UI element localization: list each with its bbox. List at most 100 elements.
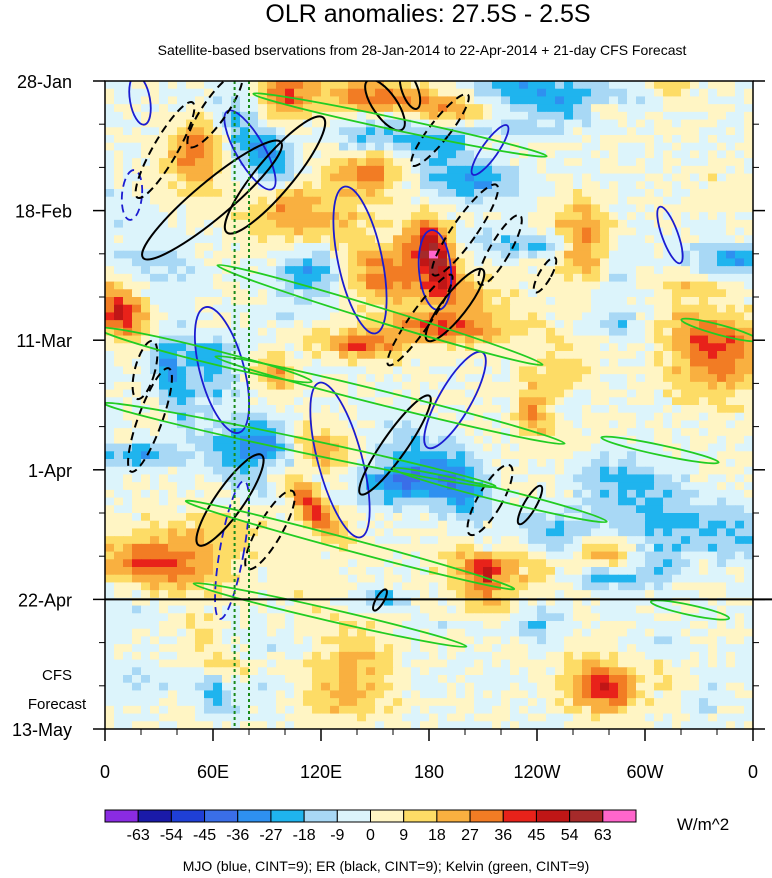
anomaly-cell [366,605,376,614]
anomaly-cell [339,135,349,144]
anomaly-cell [501,559,511,568]
anomaly-cell [600,335,610,344]
anomaly-cell [465,435,475,445]
anomaly-cell [528,127,538,136]
anomaly-cell [600,219,610,229]
anomaly-cell [528,204,538,213]
anomaly-cell [249,528,259,537]
anomaly-cell [150,482,160,491]
anomaly-cell [474,273,484,283]
anomaly-cell [204,351,214,360]
anomaly-cell [573,351,583,360]
anomaly-cell [384,381,394,391]
anomaly-cell [303,135,313,144]
anomaly-cell [528,543,538,553]
anomaly-cell [618,351,628,360]
anomaly-cell [699,605,709,614]
anomaly-cell [582,281,592,290]
anomaly-cell [519,474,529,483]
anomaly-cell [591,158,601,167]
anomaly-cell [528,219,538,229]
anomaly-cell [465,81,475,90]
anomaly-cell [231,389,241,398]
anomaly-cell [123,135,133,144]
anomaly-cell [744,405,753,414]
anomaly-cell [114,227,124,236]
anomaly-cell [429,543,439,553]
anomaly-cell [465,451,475,460]
anomaly-cell [186,111,196,121]
anomaly-cell [546,505,556,514]
anomaly-cell [501,320,511,329]
anomaly-cell [384,543,394,553]
anomaly-cell [528,273,538,283]
anomaly-cell [285,119,295,128]
anomaly-cell [501,289,511,298]
anomaly-cell [411,489,421,499]
anomaly-cell [654,142,664,152]
anomaly-cell [420,443,430,452]
anomaly-cell [393,397,403,406]
anomaly-cell [708,142,718,152]
anomaly-cell [276,150,286,159]
anomaly-cell [330,559,340,568]
anomaly-cell [465,528,475,537]
anomaly-cell [690,150,700,159]
anomaly-cell [276,574,286,584]
anomaly-cell [690,374,700,383]
anomaly-cell [546,605,556,614]
anomaly-cell [267,327,277,337]
anomaly-cell [402,104,412,113]
anomaly-cell [501,397,511,406]
anomaly-cell [339,397,349,406]
anomaly-cell [276,513,286,522]
anomaly-cell [150,281,160,290]
anomaly-cell [393,543,403,553]
anomaly-cell [600,559,610,568]
anomaly-cell [204,520,214,530]
anomaly-cell [168,559,178,568]
anomaly-cell [708,451,718,460]
anomaly-cell [474,551,484,560]
anomaly-cell [663,366,673,375]
anomaly-cell [519,420,529,429]
anomaly-cell [663,520,673,530]
anomaly-cell [168,428,178,437]
anomaly-cell [384,366,394,375]
anomaly-cell [195,289,205,298]
anomaly-cell [240,466,250,476]
anomaly-cell [456,243,466,252]
anomaly-cell [501,266,511,275]
anomaly-cell [600,420,610,429]
anomaly-cell [438,505,448,514]
anomaly-cell [618,150,628,159]
anomaly-cell [492,420,502,429]
anomaly-cell [474,389,484,398]
anomaly-cell [285,474,295,483]
anomaly-cell [123,567,133,576]
anomaly-cell [744,513,753,522]
anomaly-cell [177,196,187,206]
anomaly-cell [411,96,421,105]
anomaly-cell [132,520,142,530]
anomaly-cell [141,389,151,398]
anomaly-cell [168,582,178,591]
anomaly-cell [357,297,367,306]
anomaly-cell [132,289,142,298]
anomaly-cell [699,266,709,275]
anomaly-cell [735,289,745,298]
anomaly-cell [510,327,520,337]
anomaly-cell [348,567,358,576]
anomaly-cell [591,543,601,553]
anomaly-cell [231,551,241,560]
anomaly-cell [717,111,727,121]
anomaly-cell [249,150,259,159]
anomaly-cell [672,582,682,591]
anomaly-cell [303,119,313,128]
anomaly-cell [546,219,556,229]
anomaly-cell [501,482,511,491]
anomaly-cell [348,397,358,406]
anomaly-cell [474,304,484,314]
anomaly-cell [105,111,115,121]
anomaly-cell [690,258,700,267]
